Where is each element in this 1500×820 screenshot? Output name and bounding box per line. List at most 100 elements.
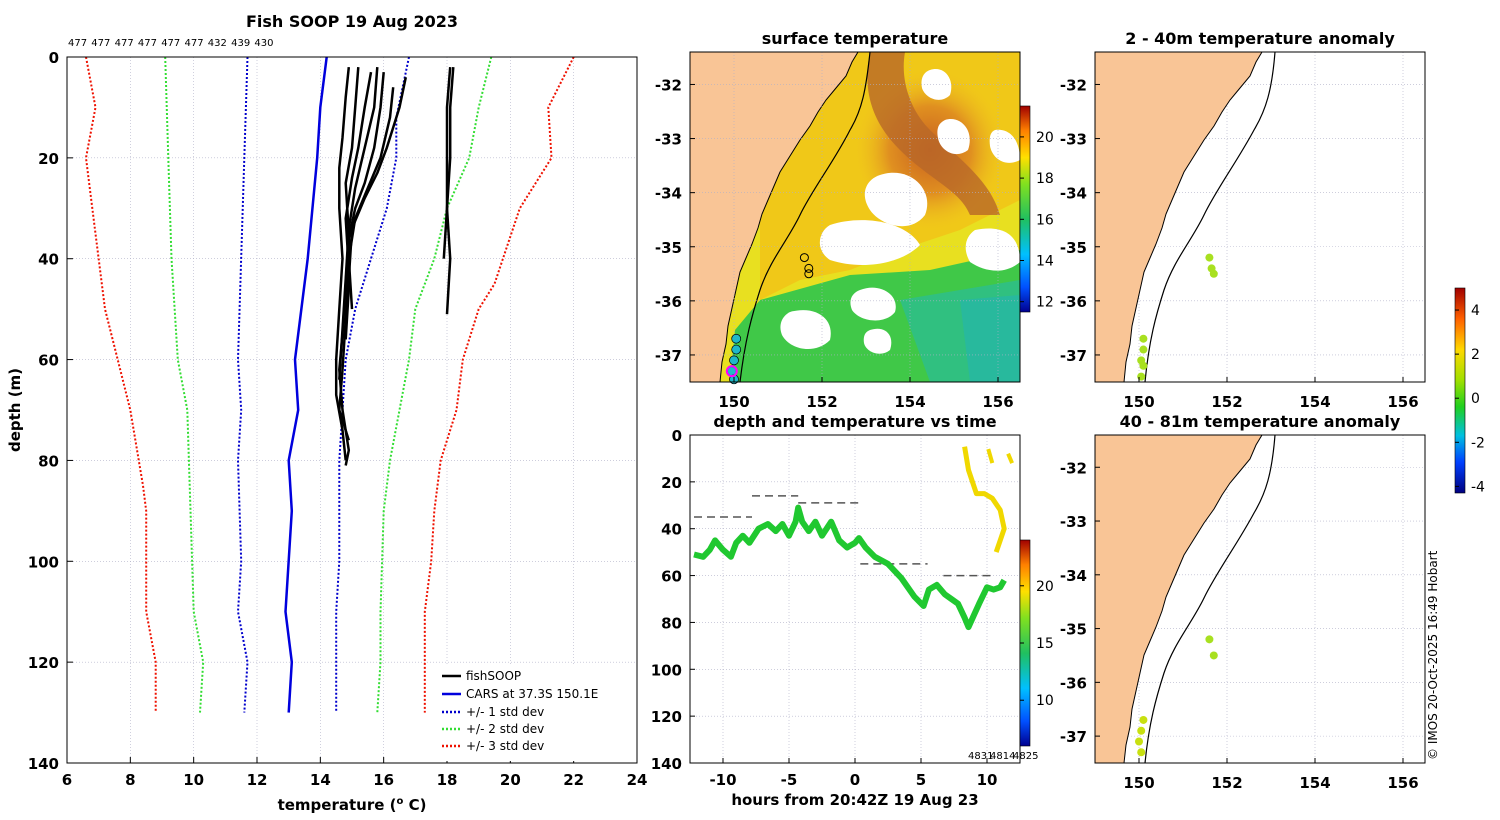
fish-profile-5 [347, 87, 395, 310]
profile-top-label: 477 [91, 38, 110, 49]
surface-temperature-map: surface temperature [655, 29, 1054, 411]
std-plus-3-line [423, 56, 575, 713]
dt-title: depth and temperature vs time [713, 412, 996, 431]
dt-axes-box [689, 434, 1021, 764]
profile-x-tick-label: 12 [247, 771, 268, 789]
profile-top-label: 439 [231, 38, 250, 49]
profile-axes-box [66, 56, 638, 764]
profile-legend: fishSOOP CARS at 37.3S 150.1E +/- 1 std … [435, 665, 635, 761]
sst-x-tick-label: 150 [718, 393, 749, 411]
sst-station-marker [799, 253, 809, 263]
profile-top-label: 430 [254, 38, 273, 49]
anomaly-upper-y-tick-label: -36 [1060, 293, 1087, 311]
anomaly-colorbar-ticks: 4 2 0 -2 -4 [1455, 303, 1485, 495]
anomaly-upper-point [1209, 269, 1218, 278]
anomaly-lower-y-tick-label: -36 [1060, 674, 1087, 692]
sst-y-tick-label: -33 [655, 131, 682, 149]
dt-x-ticks: -10 -5 0 5 10 [709, 758, 997, 789]
sst-track-point [731, 344, 742, 355]
profile-x-tick-label: 6 [62, 771, 72, 789]
profile-x-tick-label: 18 [437, 771, 458, 789]
anomaly-colorbar-tick-label: 4 [1471, 303, 1480, 319]
anomaly-colorbar-tick-label: -4 [1471, 479, 1485, 495]
anomaly-lower-map: 40 - 81m temperature anomaly 150 152 154 15… [1060, 412, 1426, 792]
profile-top-label: 477 [161, 38, 180, 49]
sst-x-tick-label: 152 [806, 393, 837, 411]
profile-chart: Fish SOOP 19 Aug 2023 477 477 477 477 477 477… [6, 12, 647, 814]
dt-series [693, 442, 1014, 631]
profile-top-label: 477 [138, 38, 157, 49]
std-minus-2-line [164, 56, 205, 713]
dt-x-tick-label: -5 [781, 771, 798, 789]
profile-x-tick-label: 8 [125, 771, 135, 789]
anomaly-lower-title: 40 - 81m temperature anomaly [1120, 412, 1401, 431]
legend-entry-cars: CARS at 37.3S 150.1E [466, 687, 598, 701]
sst-y-tick-label: -36 [655, 293, 682, 311]
anomaly-upper-axes-box [1094, 51, 1426, 383]
profile-y-tick-label: 80 [38, 452, 59, 470]
dt-y-tick-label: 120 [651, 708, 682, 726]
anomaly-upper-x-ticks: 150 152 154 156 [1123, 377, 1419, 411]
sst-colorbar-tick-label: 14 [1036, 254, 1054, 270]
legend-entry-fish: fishSOOP [466, 669, 521, 683]
fish-profile-8 [445, 67, 455, 315]
sst-cloud-mask [780, 69, 1020, 354]
anomaly-lower-y-tick-label: -37 [1060, 728, 1087, 746]
dt-x-label: hours from 20:42Z 19 Aug 23 [731, 791, 978, 809]
profile-x-tick-label: 20 [500, 771, 521, 789]
anomaly-lower-points [1135, 635, 1218, 757]
anomaly-lower-axes-box [1094, 434, 1426, 764]
profile-series [84, 56, 575, 713]
dt-warm-spike [986, 448, 995, 464]
depth-time-chart: depth and temperature vs time -10 -5 0 5 10 … [651, 412, 1054, 809]
profile-grid [66, 56, 638, 764]
anomaly-upper-point [1205, 253, 1214, 262]
dt-x-tick-label: 5 [916, 771, 926, 789]
profile-y-tick-label: 120 [28, 654, 59, 672]
sst-grid [690, 52, 1020, 382]
anomaly-lower-point [1137, 726, 1146, 735]
anomaly-lower-land [1094, 434, 1263, 764]
anomaly-upper-title: 2 - 40m temperature anomaly [1125, 29, 1395, 48]
anomaly-colorbar-tick-label: -2 [1471, 435, 1485, 451]
profile-x-label: temperature (o C) [278, 796, 427, 814]
anomaly-colorbar-tick-label: 2 [1471, 347, 1480, 363]
fish-profile-4 [344, 71, 385, 340]
sst-isobath [739, 52, 871, 382]
legend-entry-std1: +/- 1 std dev [466, 705, 544, 719]
sst-track-point [731, 333, 742, 344]
profile-x-tick-label: 24 [627, 771, 648, 789]
profile-top-label: 432 [208, 38, 227, 49]
anomaly-lower-x-tick-label: 152 [1211, 774, 1242, 792]
anomaly-lower-x-tick-label: 156 [1387, 774, 1418, 792]
anomaly-upper-isobath [1144, 51, 1276, 383]
dt-corner-label-1: 4831 [968, 751, 993, 762]
dt-x-tick-label: -10 [709, 771, 736, 789]
std-minus-3-line [84, 56, 157, 713]
sst-station-marker [804, 263, 814, 273]
sst-colorbar-tick-label: 20 [1036, 130, 1054, 146]
anomaly-lower-y-tick-label: -34 [1060, 567, 1087, 585]
fish-profile-3 [338, 67, 379, 380]
dt-colorbar-ticks: 10 15 20 [1020, 579, 1054, 709]
anomaly-upper-point [1139, 361, 1148, 370]
dt-y-tick-label: 140 [651, 755, 682, 773]
anomaly-lower-y-tick-label: -32 [1060, 459, 1087, 477]
dt-grid [690, 434, 1020, 764]
sst-x-ticks: 150 152 154 156 [718, 377, 1014, 411]
dt-colorbar-tick-label: 15 [1036, 636, 1054, 652]
anomaly-upper-point [1139, 345, 1148, 354]
anomaly-lower-x-tick-label: 150 [1123, 774, 1154, 792]
sst-y-tick-label: -32 [655, 76, 682, 94]
legend-entry-std3: +/- 3 std dev [466, 739, 544, 753]
profile-y-tick-label: 100 [28, 553, 59, 571]
dt-corner-label-2: 4814 [990, 751, 1015, 762]
anomaly-lower-y-tick-label: -33 [1060, 513, 1087, 531]
anomaly-lower-point [1209, 651, 1218, 660]
anomaly-lower-x-tick-label: 154 [1299, 774, 1330, 792]
profile-top-label: 477 [185, 38, 204, 49]
dt-y-tick-label: 20 [661, 474, 682, 492]
anomaly-upper-x-tick-label: 152 [1211, 393, 1242, 411]
dt-y-tick-label: 80 [661, 614, 682, 632]
